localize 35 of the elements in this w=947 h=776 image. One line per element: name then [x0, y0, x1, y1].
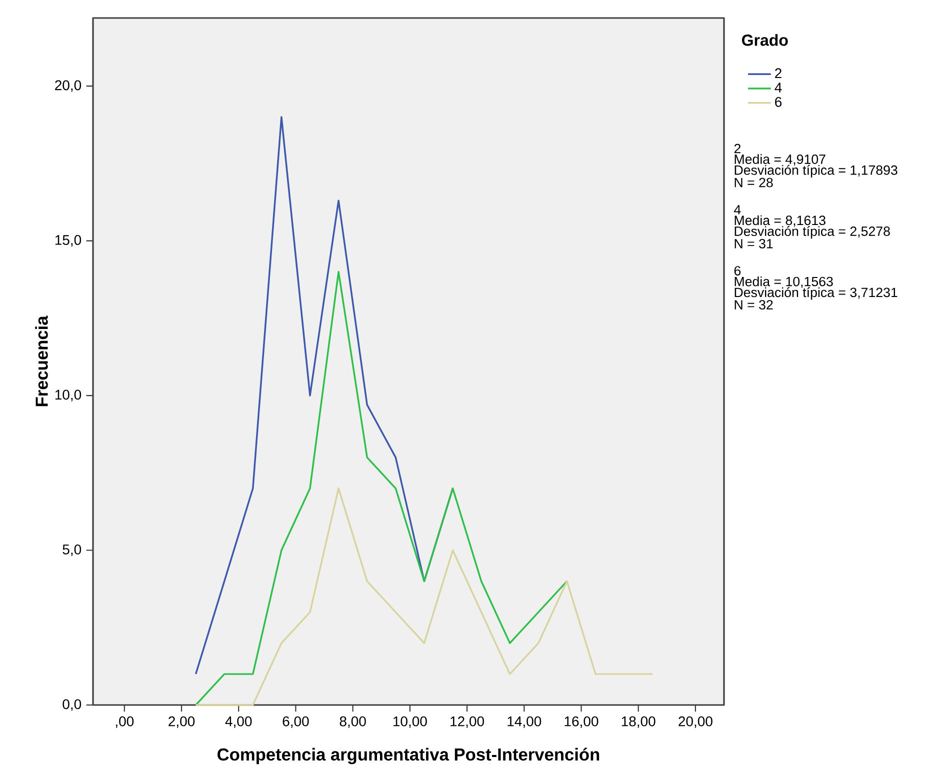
text: 2: [734, 144, 740, 154]
x-tick-label: 4,00: [225, 716, 252, 728]
x-tick-label: 20,00: [678, 716, 712, 728]
y-tick-label: 0,0: [62, 699, 82, 711]
x-tick-label: 6,00: [282, 716, 309, 728]
x-tick-label: 2,00: [168, 716, 195, 728]
line-series: [194, 270, 568, 706]
legend-title: Grado: [742, 34, 788, 46]
x-tick-label: 18,00: [622, 716, 656, 728]
y-tick-label: 5,0: [62, 544, 82, 556]
text: N = 31: [734, 238, 773, 248]
y-axis-title: Frecuencia: [35, 316, 48, 406]
legend-label: 4: [774, 82, 782, 92]
text: Desviación típica = 2,5278: [734, 226, 890, 239]
text: Media = 8,1613: [734, 215, 826, 227]
y-tick-label: 10,0: [55, 390, 82, 402]
text: Desviación típica = 1,17893: [734, 164, 898, 178]
y-tick-label: 15,0: [55, 235, 82, 247]
x-axis-title: Competencia argumentativa Post-Intervención: [218, 748, 600, 764]
x-tick-label: 12,00: [450, 716, 484, 728]
x-tick-label: 10,00: [393, 716, 427, 728]
text: Media = 10,1563: [734, 276, 833, 288]
text: 6: [734, 266, 741, 276]
text: Media = 4,9107: [734, 154, 826, 166]
x-tick-label: 16,00: [564, 716, 598, 728]
x-tick-label: 8,00: [340, 716, 366, 728]
text: Desviación típica = 3,71231: [734, 287, 898, 300]
legend-label: 6: [775, 97, 782, 107]
text: N = 28: [734, 178, 773, 188]
x-tick-label: 14,00: [508, 716, 542, 728]
text: 4: [734, 205, 741, 214]
legend-label: 2: [775, 68, 782, 78]
x-tick-label: ,00: [116, 716, 134, 728]
text: N = 32: [734, 300, 773, 310]
y-tick-label: 20,0: [55, 80, 82, 92]
